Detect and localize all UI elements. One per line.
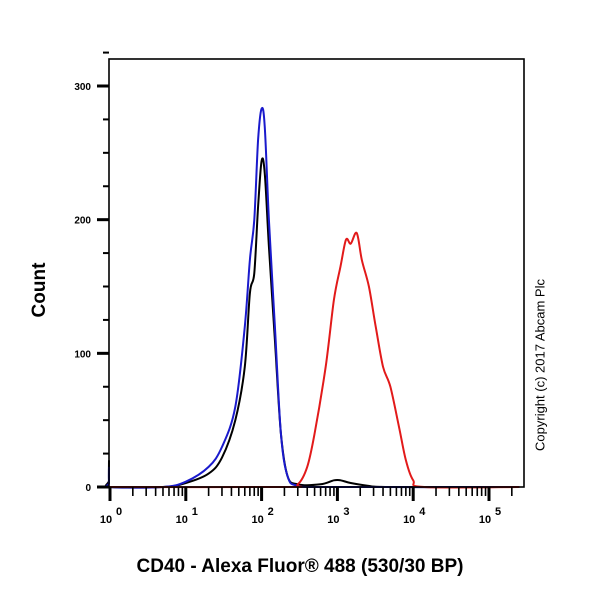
plot-frame (108, 58, 525, 488)
x-axis: 10 0 10 1 10 2 10 3 10 4 10 5 (100, 487, 513, 526)
y-tick-label: 100 (74, 349, 91, 360)
copyright-notice: Copyright (c) 2017 Abcam Plc (532, 279, 548, 451)
x-tick-exponent: 3 (343, 506, 349, 518)
series-line-2 (108, 231, 520, 489)
y-tick-label: 300 (74, 82, 91, 93)
x-tick-exponent: 0 (116, 506, 122, 518)
y-axis-label: Count (29, 262, 50, 318)
x-tick-exponent: 4 (419, 506, 426, 518)
histogram-curves (104, 106, 520, 489)
y-tick-label: 200 (74, 216, 91, 227)
x-tick-label: 10 (403, 514, 415, 526)
y-tick-label: 0 (85, 483, 91, 494)
x-tick-exponent: 1 (192, 506, 198, 518)
y-axis: 0 100 200 300 (74, 51, 109, 494)
x-axis-label: CD40 - Alexa Fluor® 488 (530/30 BP) (136, 556, 464, 577)
x-tick-exponent: 2 (268, 506, 274, 518)
x-tick-label: 10 (251, 514, 263, 526)
series-line-0 (104, 157, 520, 489)
x-tick-label: 10 (176, 514, 188, 526)
series-line-1 (104, 106, 520, 489)
x-tick-label: 10 (479, 514, 491, 526)
x-tick-label: 10 (327, 514, 339, 526)
x-tick-exponent: 5 (495, 506, 501, 518)
x-tick-label: 10 (100, 514, 112, 526)
